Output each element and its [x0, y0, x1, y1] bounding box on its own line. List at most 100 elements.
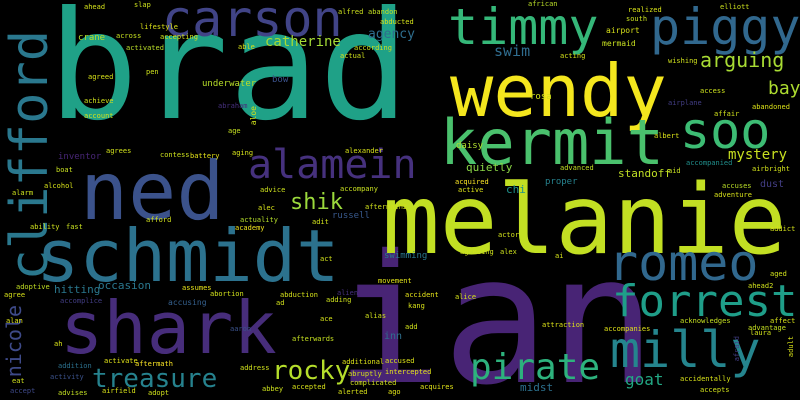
word-admits: south	[626, 15, 648, 23]
word-ian: ian	[335, 217, 657, 400]
word-underwater: underwater	[202, 79, 257, 89]
word-swimming: swimming	[384, 251, 428, 261]
word-lifestyle: lifestyle	[140, 23, 178, 31]
word-airplane: airplane	[668, 99, 702, 107]
word-rosa: rosa	[530, 92, 552, 102]
word-movement: agreeing	[460, 248, 494, 256]
word-abducted: abducted	[380, 18, 414, 26]
word-melanie: melanie	[382, 164, 787, 276]
word-schmidt: schmidt	[36, 214, 340, 298]
word-active: active	[458, 186, 484, 194]
word-advanced: advanced	[560, 164, 594, 172]
word-adoptive: adoptive	[16, 283, 50, 291]
word-abbey: abbey	[262, 385, 284, 393]
word-abduction: abduction	[280, 291, 318, 299]
word-activated: activated	[126, 44, 164, 52]
word-treasure: treasure	[92, 364, 218, 394]
word-soo: soo	[680, 102, 771, 160]
word-according: according	[354, 44, 392, 52]
word-goat: goat	[625, 370, 664, 389]
word-laura: ahead2	[748, 282, 774, 290]
word-hitting: hitting	[54, 283, 101, 296]
word-access: access	[700, 87, 726, 95]
word-agree: agree	[4, 291, 26, 299]
word-afford: afford	[146, 216, 172, 224]
word-realized: aloe	[249, 106, 258, 126]
word-advises: advises	[58, 389, 88, 397]
word-elliott: elliott	[720, 3, 750, 11]
word-ago: ago	[388, 388, 401, 396]
word-alamein: alamein	[248, 142, 417, 188]
word-aaron: aaron	[230, 325, 252, 333]
word-ai: act	[320, 255, 333, 263]
word-advantage: advantage	[748, 324, 786, 332]
word-pirate: pirate	[470, 347, 601, 388]
word-forrest: forrest	[612, 276, 798, 327]
word-brad: brad	[48, 0, 410, 154]
word-accidentally: accidentally	[680, 375, 731, 383]
word-accusing: accusing	[168, 298, 207, 307]
word-assumes: assumes	[182, 284, 212, 292]
word-swim: swim	[494, 42, 531, 60]
word-bow: bow	[272, 75, 289, 85]
word-nicole: nicole	[2, 305, 26, 378]
word-accepts: affect	[770, 317, 796, 325]
word-piggy: piggy	[650, 0, 800, 56]
word-activate: activate	[104, 357, 138, 365]
word-alec: actor	[498, 231, 520, 239]
word-aftermath: aftermath	[135, 360, 173, 368]
word-abraham: abraham	[218, 102, 248, 110]
word-kermit: kermit	[440, 106, 664, 179]
word-airfield: airfield	[102, 387, 136, 395]
word-accident: accident	[405, 291, 439, 299]
word-ad: ad	[276, 299, 285, 307]
word-activity: activity	[50, 373, 84, 381]
word-additional: additional	[342, 358, 385, 366]
word-aboard: afraid	[733, 336, 741, 362]
word-chi: chi	[506, 183, 526, 196]
word-alias: alias	[365, 312, 387, 320]
word-agency: agency	[368, 27, 415, 42]
word-actuality: actuality	[240, 216, 278, 224]
word-slap: slap	[134, 1, 151, 9]
word-battery: battery	[190, 152, 220, 160]
word-alarm: alarm	[12, 189, 34, 197]
word-ah: ah	[54, 340, 63, 348]
word-able: movement	[378, 277, 412, 285]
word-afterwards: afterwards	[292, 335, 335, 343]
word-ned: ned	[80, 145, 225, 238]
word-alexander: alexander	[345, 147, 383, 155]
word-airport: airport	[606, 26, 640, 35]
word-accepting: accepting	[160, 33, 198, 41]
word-eat: eat	[12, 377, 25, 385]
word-adopt: adopt	[148, 389, 170, 397]
word-clifford: clifford	[0, 30, 60, 281]
word-alan: alan	[6, 317, 23, 325]
word-abortion: abortion	[210, 290, 244, 298]
word-alice: alice	[455, 293, 477, 301]
word-boat: boat	[56, 166, 73, 174]
word-accomplice: accomplice	[60, 297, 103, 305]
word-agreeing: alex	[500, 248, 517, 256]
word-aging: aging	[232, 149, 254, 157]
word-abruptly: abruptly	[348, 370, 382, 378]
word-advice: advice	[260, 186, 286, 194]
word-alcohol: alcohol	[44, 182, 74, 190]
word-accepted: accepted	[292, 383, 326, 391]
word-complicated: complicated	[350, 379, 397, 387]
word-add: add	[405, 323, 418, 331]
word-accompany: accompany	[340, 185, 378, 193]
word-affair: affair	[714, 110, 740, 118]
word-accuses: accuses	[722, 182, 752, 190]
word-afraid: adult	[787, 336, 795, 358]
word-abandoned: abandoned	[752, 103, 790, 111]
word-attraction: attraction	[542, 321, 585, 329]
word-catherine: catherine	[265, 34, 341, 50]
word-proper: proper	[545, 177, 578, 187]
word-arguing: arguing	[700, 48, 785, 72]
word-acting: acting	[560, 52, 586, 60]
word-south: realized	[628, 6, 662, 14]
word-addict: addict	[770, 225, 796, 233]
word-acquires: acquires	[420, 383, 454, 391]
word-adit: alec	[258, 204, 275, 212]
